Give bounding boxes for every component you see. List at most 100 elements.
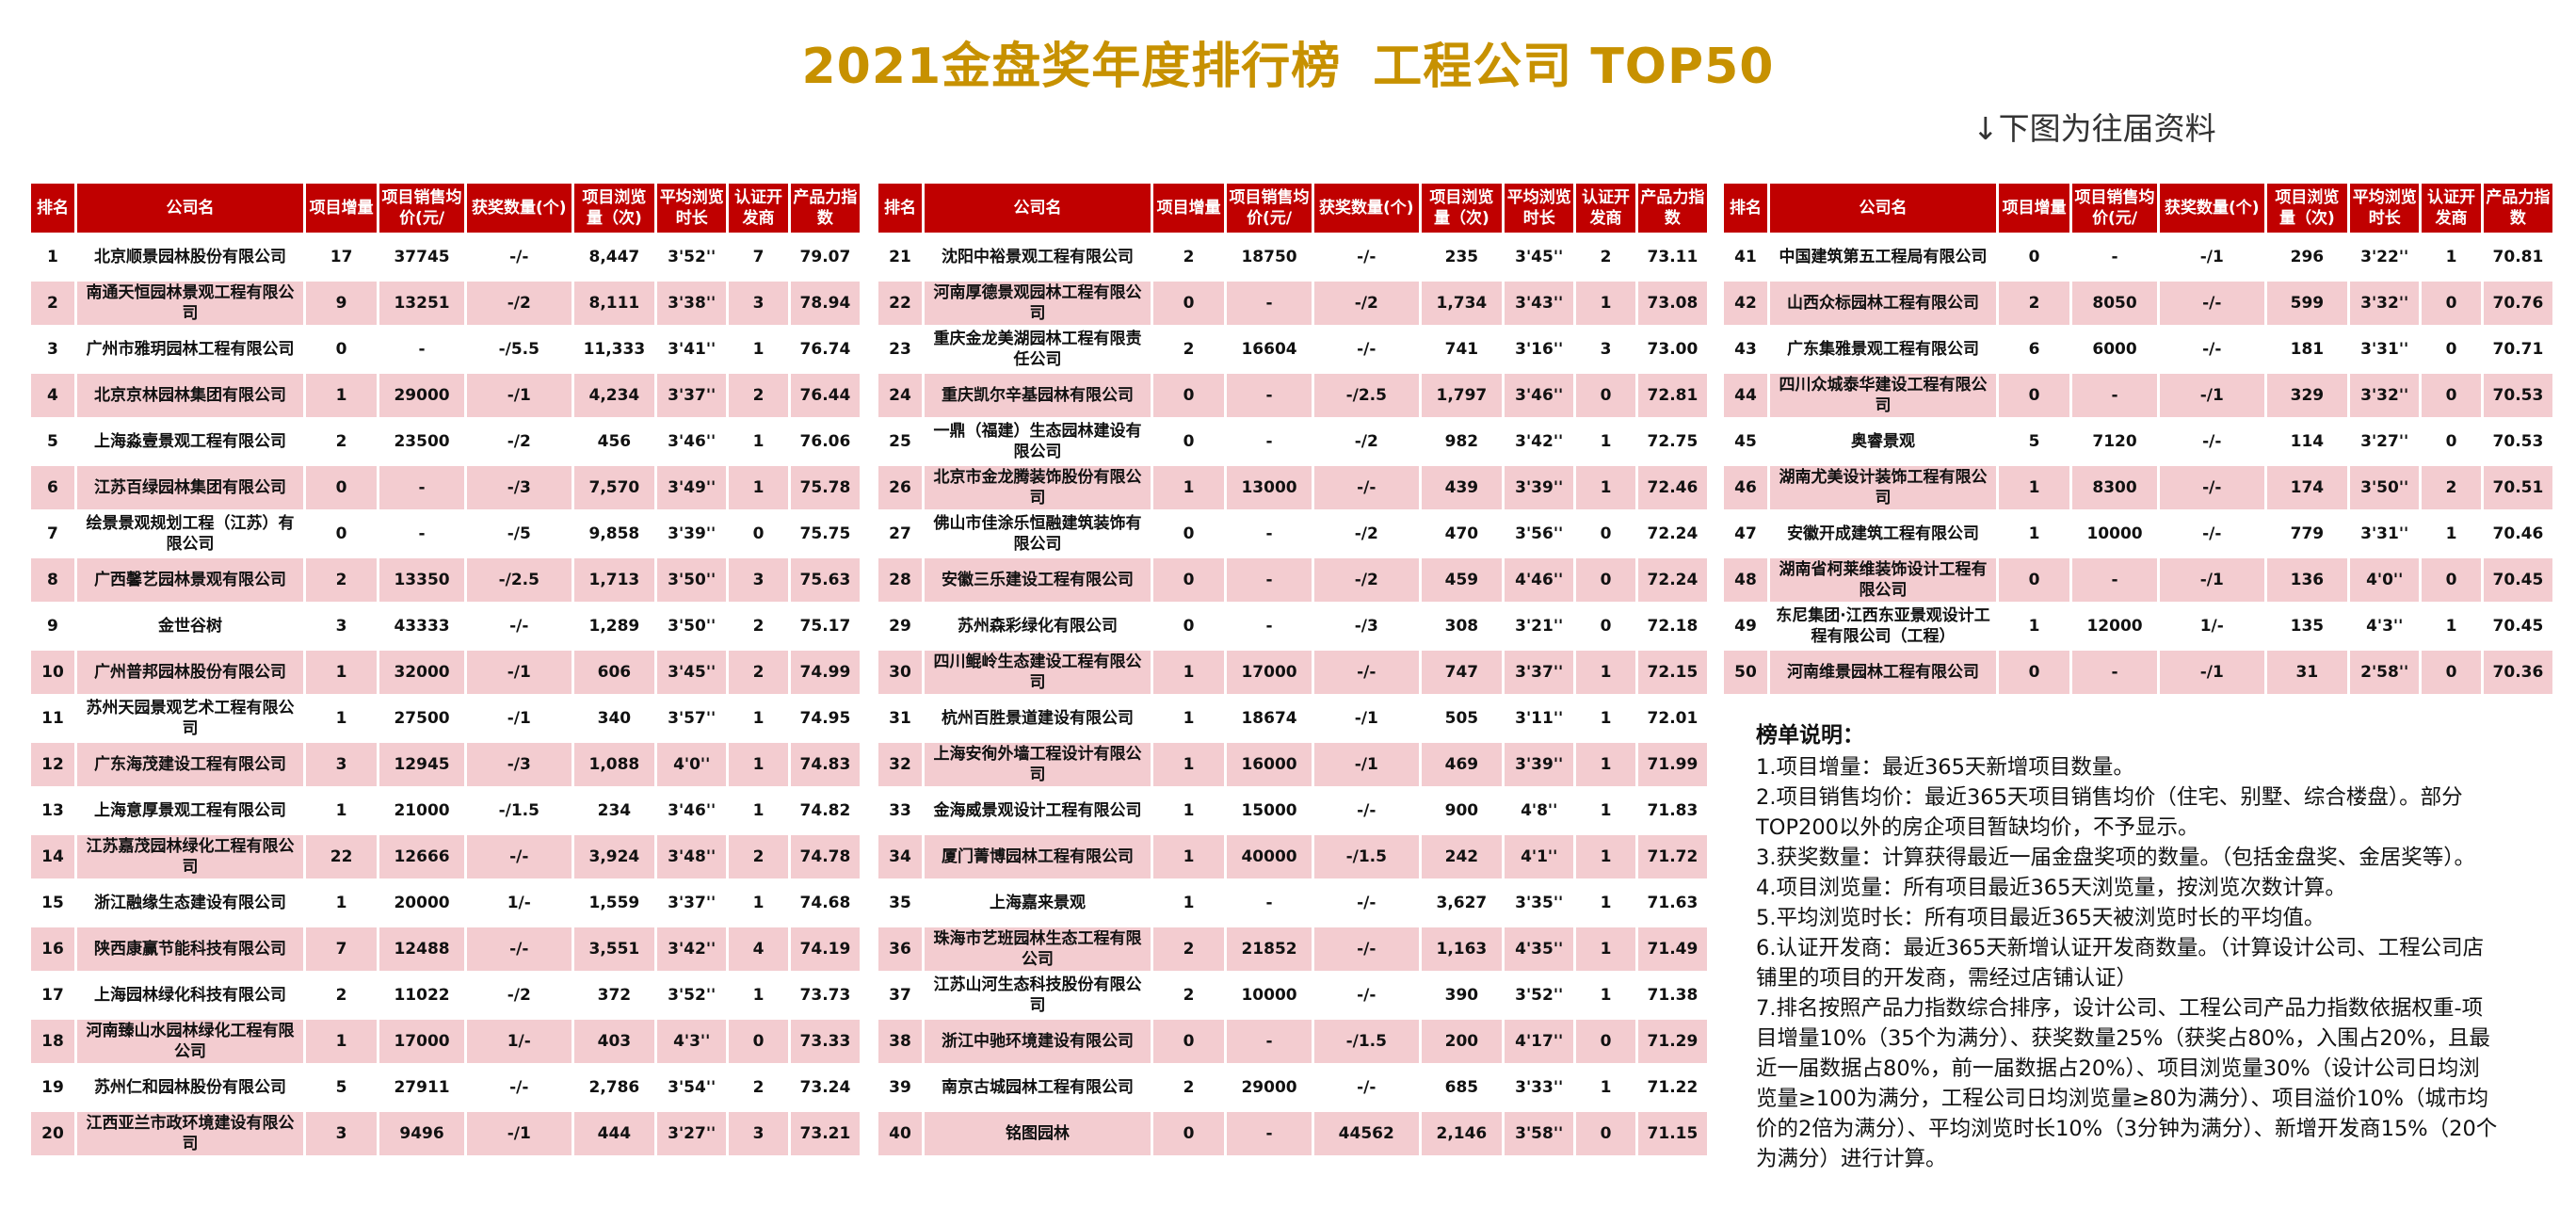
cell-certified-developers: 1: [729, 974, 788, 1017]
cell-company-name: 北京顺景园林股份有限公司: [76, 235, 304, 279]
cell-page-views: 900: [1421, 789, 1503, 832]
cell-certified-developers: 1: [1576, 420, 1635, 463]
cell-company-name: 浙江融缘生态建设有限公司: [76, 881, 304, 925]
column-header-rank: 排名: [31, 184, 74, 233]
cell-rank: 39: [878, 1066, 922, 1109]
cell-avg-price: 17000: [379, 1020, 464, 1063]
cell-page-views: 1,734: [1421, 282, 1503, 325]
cell-project-increment: 2: [1153, 328, 1225, 371]
table-row: 43 广东集雅景观工程有限公司 6 6000 -/- 181 3'31'' 0 70.71: [1724, 328, 2552, 371]
cell-awards: -/-: [1313, 328, 1419, 371]
cell-avg-duration: 3'31'': [2350, 328, 2420, 371]
cell-rank: 43: [1724, 328, 1767, 371]
cell-certified-developers: 2: [2422, 466, 2481, 509]
cell-awards: 1/-: [466, 881, 572, 925]
cell-company-name: 湖南尤美设计装饰工程有限公司: [1769, 466, 1997, 509]
cell-company-name: 重庆金龙美湖园林工程有限责任公司: [924, 328, 1151, 371]
cell-company-name: 陕西康赢节能科技有限公司: [76, 927, 304, 971]
cell-avg-duration: 3'45'': [1505, 235, 1574, 279]
cell-rank: 14: [31, 835, 74, 878]
column-header-certified-developers: 认证开发商: [2422, 184, 2481, 233]
cell-company-name: 广州普邦园林股份有限公司: [76, 651, 304, 694]
cell-avg-duration: 3'50'': [657, 604, 727, 648]
cell-rank: 41: [1724, 235, 1767, 279]
cell-avg-duration: 3'48'': [657, 835, 727, 878]
cell-product-index: 73.21: [790, 1112, 860, 1155]
cell-avg-duration: 3'58'': [1505, 1112, 1574, 1155]
cell-avg-price: 9496: [379, 1112, 464, 1155]
cell-project-increment: 0: [1153, 282, 1225, 325]
cell-certified-developers: 2: [729, 604, 788, 648]
table-row: 28 安徽三乐建设工程有限公司 0- -/2 459 4'46'' 0 72.24: [878, 558, 1707, 602]
cell-avg-duration: 4'1'': [1505, 835, 1574, 878]
cell-project-increment: 0: [1153, 604, 1225, 648]
cell-certified-developers: 1: [1576, 789, 1635, 832]
table-row: 30 四川鲲岭生态建设工程有限公司 1 17000 -/- 747 3'37'' 1 72.15: [878, 651, 1707, 694]
cell-awards: -/2: [1313, 420, 1419, 463]
cell-product-index: 71.49: [1637, 927, 1707, 971]
cell-product-index: 73.33: [790, 1020, 860, 1063]
cell-page-views: 235: [1421, 235, 1503, 279]
cell-avg-duration: 3'37'': [1505, 651, 1574, 694]
cell-avg-price: 16000: [1227, 743, 1312, 786]
cell-avg-price: -: [2072, 651, 2157, 694]
column-header-product-index: 产品力指数: [2483, 184, 2552, 233]
cell-company-name: 奥睿景观: [1769, 420, 1997, 463]
column-header-rank: 排名: [878, 184, 922, 233]
cell-company-name: 浙江中驰环境建设有限公司: [924, 1020, 1151, 1063]
cell-rank: 26: [878, 466, 922, 509]
cell-page-views: 340: [573, 697, 655, 740]
cell-avg-price: 29000: [1227, 1066, 1312, 1109]
cell-avg-duration: 3'42'': [657, 927, 727, 971]
cell-project-increment: 0: [1153, 374, 1225, 417]
cell-avg-price: 27500: [379, 697, 464, 740]
cell-product-index: 74.83: [790, 743, 860, 786]
legend-item: 2.项目销售均价：最近365天项目销售均价（住宅、别墅、综合楼盘）。部分TOP2…: [1756, 785, 2463, 840]
cell-awards: -/1: [466, 1112, 572, 1155]
cell-project-increment: 0: [1999, 651, 2070, 694]
cell-certified-developers: 1: [2422, 235, 2481, 279]
cell-awards: -/2.5: [1313, 374, 1419, 417]
cell-avg-duration: 3'39'': [1505, 743, 1574, 786]
cell-product-index: 70.53: [2483, 374, 2552, 417]
cell-avg-price: 10000: [2072, 512, 2157, 556]
cell-avg-duration: 3'50'': [657, 558, 727, 602]
cell-certified-developers: 1: [1576, 1066, 1635, 1109]
cell-certified-developers: 1: [1576, 282, 1635, 325]
cell-company-name: 金世谷树: [76, 604, 304, 648]
cell-company-name: 杭州百胜景道建设有限公司: [924, 697, 1151, 740]
cell-project-increment: 3: [306, 604, 378, 648]
table-row: 25 一鼎（福建）生态园林建设有限公司 0- -/2 982 3'42'' 1 72.75: [878, 420, 1707, 463]
cell-company-name: 江苏百绿园林集团有限公司: [76, 466, 304, 509]
cell-awards: -/-: [2159, 420, 2264, 463]
table-row: 10 广州普邦园林股份有限公司 1 32000 -/1 606 3'45'' 2 74.99: [31, 651, 860, 694]
cell-avg-price: 8300: [2072, 466, 2157, 509]
cell-certified-developers: 4: [729, 927, 788, 971]
cell-rank: 22: [878, 282, 922, 325]
cell-project-increment: 0: [306, 466, 378, 509]
cell-certified-developers: 1: [1576, 697, 1635, 740]
cell-project-increment: 5: [306, 1066, 378, 1109]
cell-product-index: 72.18: [1637, 604, 1707, 648]
legend-notes: 榜单说明： 1.项目增量：最近365天新增项目数量。 2.项目销售均价：最近36…: [1756, 720, 2500, 1174]
cell-avg-price: -: [379, 466, 464, 509]
table-row: 49 东尼集团·江西东亚景观设计工程有限公司（工程） 1 12000 1/- 135 4'3…: [1724, 604, 2552, 648]
cell-project-increment: 1: [1999, 512, 2070, 556]
cell-avg-duration: 3'37'': [657, 374, 727, 417]
cell-certified-developers: 1: [1576, 651, 1635, 694]
cell-avg-price: -: [379, 328, 464, 371]
cell-avg-price: -: [1227, 282, 1312, 325]
table-row: 11 苏州天园景观艺术工程有限公司 1 27500 -/1 340 3'57'' 1 74.95: [31, 697, 860, 740]
legend-item: 4.项目浏览量：所有项目最近365天浏览量，按浏览次数计算。: [1756, 876, 2346, 900]
cell-company-name: 上海园林绿化科技有限公司: [76, 974, 304, 1017]
cell-rank: 20: [31, 1112, 74, 1155]
cell-project-increment: 2: [306, 974, 378, 1017]
cell-company-name: 东尼集团·江西东亚景观设计工程有限公司（工程）: [1769, 604, 1997, 648]
cell-avg-duration: 2'58'': [2350, 651, 2420, 694]
cell-page-views: 114: [2266, 420, 2348, 463]
cell-rank: 27: [878, 512, 922, 556]
cell-avg-duration: 4'0'': [2350, 558, 2420, 602]
table-row: 36 珠海市艺班园林生态工程有限公司 2 21852 -/- 1,163 4'35'' 1 71…: [878, 927, 1707, 971]
cell-awards: -/1: [466, 651, 572, 694]
cell-avg-price: -: [1227, 1112, 1312, 1155]
